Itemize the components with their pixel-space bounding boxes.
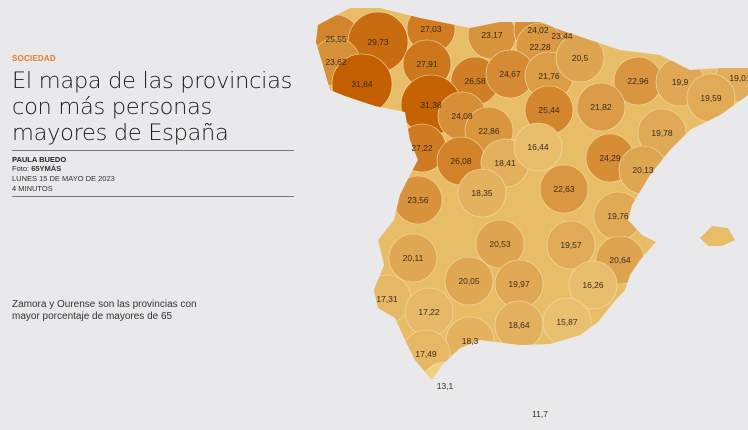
province-value-label: 11,7 [532, 409, 548, 419]
province-value-label: 23,56 [407, 195, 429, 205]
province-value-label: 24,02 [527, 25, 549, 35]
province-value-label: 19,76 [607, 211, 629, 221]
province-value-label: 13,1 [437, 381, 454, 391]
map-caption: Zamora y Ourense son las provincias con … [12, 299, 197, 322]
province-value-label: 16,26 [582, 280, 604, 290]
province-value-label: 17,49 [415, 349, 437, 359]
province-value-label: 31,84 [351, 79, 373, 89]
author[interactable]: PAULA BUEDO [12, 155, 67, 164]
province-area [568, 260, 618, 310]
province-value-label: 24,29 [599, 153, 621, 163]
divider [12, 196, 294, 197]
read-time: 4 MINUTOS [12, 184, 53, 193]
province-value-label: 16,44 [527, 142, 549, 152]
province-value-label: 20,64 [609, 255, 631, 265]
province-value-label: 23,17 [481, 30, 503, 40]
province-value-label: 20,05 [458, 276, 480, 286]
province-value-label: 31,38 [420, 100, 442, 110]
province-value-label: 19,78 [651, 128, 673, 138]
province-value-label: 22,63 [553, 184, 575, 194]
province-value-label: 18,64 [508, 320, 530, 330]
province-value-label: 20,5 [572, 53, 589, 63]
province-value-label: 21,76 [538, 71, 560, 81]
province-area [576, 82, 626, 132]
province-value-label: 23,62 [325, 57, 347, 67]
province-value-label: 22,96 [627, 76, 649, 86]
province-value-label: 27,03 [420, 24, 442, 34]
section-tag[interactable]: SOCIEDAD [12, 54, 56, 63]
page-title: El mapa de las provincias con más person… [12, 68, 294, 151]
province-area [513, 122, 563, 172]
province-value-label: 20,11 [403, 253, 424, 263]
province-value-label: 21,82 [590, 102, 612, 112]
province-value-label: 17,31 [376, 294, 398, 304]
province-value-label: 19,01 [729, 73, 748, 83]
province-value-label: 18,41 [494, 158, 516, 168]
photo-credit: Foto: 65YMÁS [12, 164, 294, 174]
province-value-label: 18,35 [471, 188, 493, 198]
province-value-label: 26,08 [450, 156, 472, 166]
province-value-label: 19,9 [672, 77, 689, 87]
province-value-label: 18,3 [462, 336, 479, 346]
province-value-label: 22,86 [478, 126, 500, 136]
province-value-label: 19,57 [560, 240, 582, 250]
photo-credit-name: 65YMÁS [31, 164, 62, 173]
province-value-label: 27,22 [411, 143, 433, 153]
province-value-label: 20,53 [489, 239, 511, 249]
province-value-label: 26,58 [464, 76, 486, 86]
province-value-label: 22,28 [529, 42, 551, 52]
province-area [539, 164, 589, 214]
province-value-label: 19,97 [508, 279, 530, 289]
province-value-label: 24,08 [451, 111, 473, 121]
province-area [444, 256, 494, 306]
province-value-label: 25,44 [538, 105, 560, 115]
province-value-label: 25,55 [325, 34, 347, 44]
photo-label: Foto: [12, 164, 30, 173]
province-value-label: 20,13 [632, 165, 654, 175]
province-value-label: 24,67 [499, 69, 521, 79]
province-area [546, 220, 596, 270]
province-value-label: 27,91 [416, 59, 438, 69]
province-area [457, 168, 507, 218]
article-header: SOCIEDAD El mapa de las provincias con m… [12, 54, 294, 197]
province-value-label: 15,87 [556, 317, 578, 327]
province-value-label: 19,59 [700, 93, 722, 103]
province-value-label: 17,22 [418, 307, 440, 317]
publish-date: LUNES 15 DE MAYO DE 2023 [12, 174, 115, 183]
province-area [475, 219, 525, 269]
province-area [388, 233, 438, 283]
province-value-label: 23,44 [551, 31, 573, 41]
province-value-label: 29,73 [367, 37, 389, 47]
